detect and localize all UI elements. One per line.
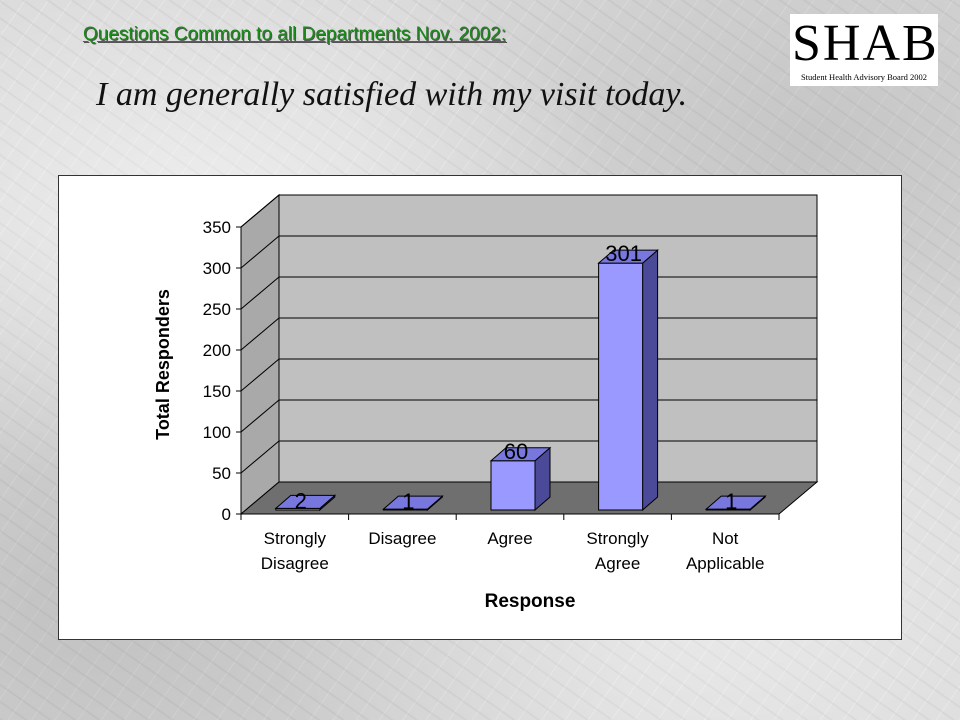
header-link[interactable]: Questions Common to all Departments Nov.… xyxy=(83,24,507,45)
gridline-side xyxy=(240,358,280,392)
bar-top xyxy=(274,494,337,509)
x-axis-title: Response xyxy=(485,591,576,612)
x-category-label: Strongly xyxy=(264,529,327,548)
x-category-label: Agree xyxy=(487,529,532,548)
y-axis-title: Total Responders xyxy=(153,289,173,440)
bar xyxy=(490,460,536,511)
y-tick-label: 300 xyxy=(203,259,231,278)
logo-main-text: SHAB xyxy=(792,15,939,72)
chart-panel: 0 50 100 150 200 250 300 350 2 Strongly Disagree 1 D… xyxy=(58,175,902,640)
x-category-label: Strongly xyxy=(586,529,649,548)
x-category-label: Disagree xyxy=(261,554,329,573)
y-tick-label: 100 xyxy=(203,423,231,442)
x-category-label: Agree xyxy=(595,554,640,573)
shab-logo: SHAB Student Health Advisory Board 2002 xyxy=(790,14,938,86)
data-label: 2 xyxy=(295,488,307,513)
x-category-label: Applicable xyxy=(686,554,764,573)
bar-top xyxy=(489,447,552,462)
bar-top xyxy=(704,495,767,510)
y-tick-label: 250 xyxy=(203,300,231,319)
data-label: 60 xyxy=(504,439,528,464)
chart-back-wall xyxy=(278,194,818,483)
y-tick-label: 350 xyxy=(203,218,231,237)
x-category-label: Disagree xyxy=(368,529,436,548)
data-label: 301 xyxy=(605,241,642,266)
y-tick-label: 150 xyxy=(203,382,231,401)
gridline-side xyxy=(240,194,280,228)
gridline-side xyxy=(240,399,280,433)
y-tick-label: 50 xyxy=(212,464,231,483)
bar-side xyxy=(642,249,659,512)
chart-side-wall xyxy=(240,193,280,516)
gridline-side xyxy=(240,235,280,269)
bar-top xyxy=(382,495,444,510)
y-tick-label: 0 xyxy=(222,505,231,524)
gridline-side xyxy=(240,317,280,351)
x-category-label: Not xyxy=(712,529,739,548)
bar-chart: 0 50 100 150 200 250 300 350 2 Strongly Disagree 1 D… xyxy=(153,193,819,612)
bar xyxy=(598,262,644,511)
data-label: 1 xyxy=(725,489,737,514)
data-label: 1 xyxy=(402,489,414,514)
y-tick-label: 200 xyxy=(203,341,231,360)
logo-subtitle: Student Health Advisory Board 2002 xyxy=(800,72,928,82)
gridline-side xyxy=(240,276,280,310)
bar-top xyxy=(597,249,659,264)
gridline-side xyxy=(240,440,280,474)
slide-title: I am generally satisfied with my visit t… xyxy=(96,76,688,113)
